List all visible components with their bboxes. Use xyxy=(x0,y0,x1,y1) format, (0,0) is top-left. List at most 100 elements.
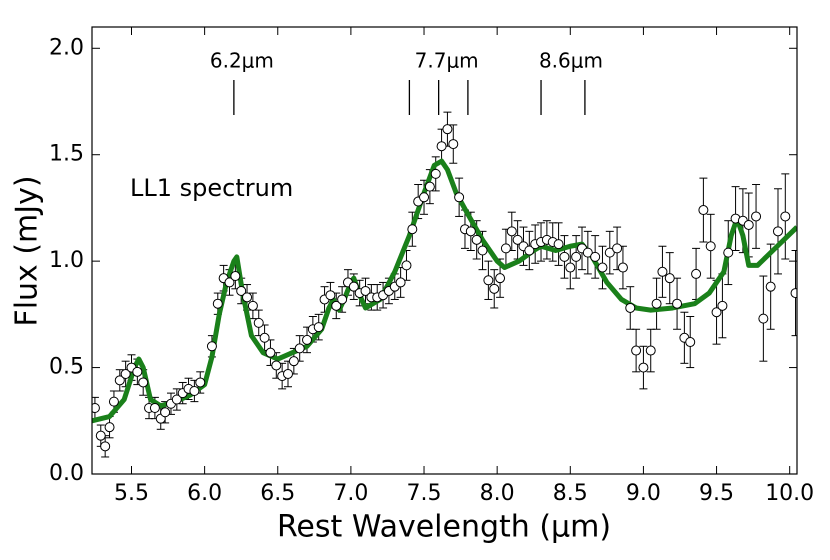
data-point xyxy=(758,313,769,324)
data-point xyxy=(651,298,662,309)
data-point xyxy=(553,239,564,250)
x-tick-label: 9.0 xyxy=(626,481,661,506)
data-point xyxy=(685,337,696,348)
x-tick-label: 8.5 xyxy=(553,481,588,506)
data-point xyxy=(313,322,324,333)
data-point xyxy=(288,356,299,367)
data-point xyxy=(132,366,143,377)
data-point xyxy=(325,290,336,301)
data-point xyxy=(206,341,217,352)
plot-frame xyxy=(91,26,798,475)
data-point xyxy=(104,422,115,433)
data-point xyxy=(524,245,535,256)
data-point xyxy=(212,298,223,309)
y-axis-label: Flux (mJy) xyxy=(10,175,45,326)
data-point xyxy=(424,181,435,192)
x-tick-label: 10.0 xyxy=(765,481,814,506)
y-tick-label: 0.5 xyxy=(49,355,84,380)
data-point xyxy=(160,407,171,418)
data-point xyxy=(691,268,702,279)
data-point xyxy=(171,394,182,405)
data-point xyxy=(108,396,119,407)
data-point xyxy=(242,292,253,303)
feature-label: 8.6μm xyxy=(539,49,603,73)
data-point xyxy=(780,211,791,222)
data-point xyxy=(657,266,668,277)
data-point xyxy=(477,245,488,256)
data-point xyxy=(294,343,305,354)
data-point xyxy=(253,317,264,328)
data-point xyxy=(360,285,371,296)
data-point xyxy=(236,285,247,296)
x-tick-label: 9.5 xyxy=(699,481,734,506)
data-point xyxy=(92,403,100,414)
data-point xyxy=(395,277,406,288)
data-point xyxy=(331,300,342,311)
data-point xyxy=(271,360,282,371)
y-tick-label: 0.0 xyxy=(49,461,84,486)
data-point xyxy=(559,251,570,262)
data-point xyxy=(465,226,476,237)
feature-label: 7.7μm xyxy=(415,49,479,73)
data-point xyxy=(471,234,482,245)
data-point xyxy=(230,271,241,282)
x-tick-label: 6.5 xyxy=(260,481,295,506)
y-tick-label: 1.5 xyxy=(49,142,84,167)
data-point xyxy=(612,243,623,254)
x-tick-label: 5.5 xyxy=(114,481,149,506)
data-point xyxy=(407,224,418,235)
data-point xyxy=(705,241,716,252)
data-point xyxy=(790,288,797,299)
data-point xyxy=(454,192,465,203)
data-point xyxy=(625,302,636,313)
data-point xyxy=(120,368,131,379)
data-point xyxy=(495,273,506,284)
feature-label: 6.2μm xyxy=(210,49,274,73)
data-point xyxy=(500,243,511,254)
data-point xyxy=(698,205,709,216)
data-point xyxy=(617,262,628,273)
y-tick-label: 1.0 xyxy=(49,248,84,273)
data-point xyxy=(582,247,593,258)
data-point xyxy=(100,441,111,452)
data-point xyxy=(772,226,783,237)
data-point xyxy=(571,251,582,262)
data-point xyxy=(483,275,494,286)
data-point xyxy=(489,283,500,294)
data-point xyxy=(95,430,106,441)
data-point xyxy=(604,247,615,258)
data-point xyxy=(282,368,293,379)
data-point xyxy=(565,262,576,273)
data-point xyxy=(751,211,762,222)
data-point xyxy=(512,234,523,245)
data-point xyxy=(224,277,235,288)
data-point xyxy=(711,307,722,318)
x-tick-label: 6.0 xyxy=(187,481,222,506)
data-point xyxy=(436,141,447,152)
data-point xyxy=(430,168,441,179)
data-point xyxy=(348,281,359,292)
data-point xyxy=(448,139,459,150)
data-point xyxy=(590,251,601,262)
x-tick-label: 8.0 xyxy=(480,481,515,506)
x-tick-label: 7.5 xyxy=(407,481,442,506)
data-point xyxy=(717,300,728,311)
y-tick-label: 2.0 xyxy=(49,35,84,60)
data-point xyxy=(401,260,412,271)
data-point xyxy=(419,192,430,203)
data-point xyxy=(597,262,608,273)
data-point xyxy=(506,226,517,237)
data-point xyxy=(672,298,683,309)
data-point xyxy=(138,377,149,388)
data-point xyxy=(302,334,313,345)
x-tick-label: 7.0 xyxy=(333,481,368,506)
fit-line xyxy=(92,158,797,424)
data-point xyxy=(765,281,776,292)
data-point xyxy=(442,124,453,135)
data-point xyxy=(638,362,649,373)
data-point xyxy=(149,403,160,414)
data-point xyxy=(247,300,258,311)
data-point xyxy=(195,377,206,388)
data-point xyxy=(114,375,125,386)
